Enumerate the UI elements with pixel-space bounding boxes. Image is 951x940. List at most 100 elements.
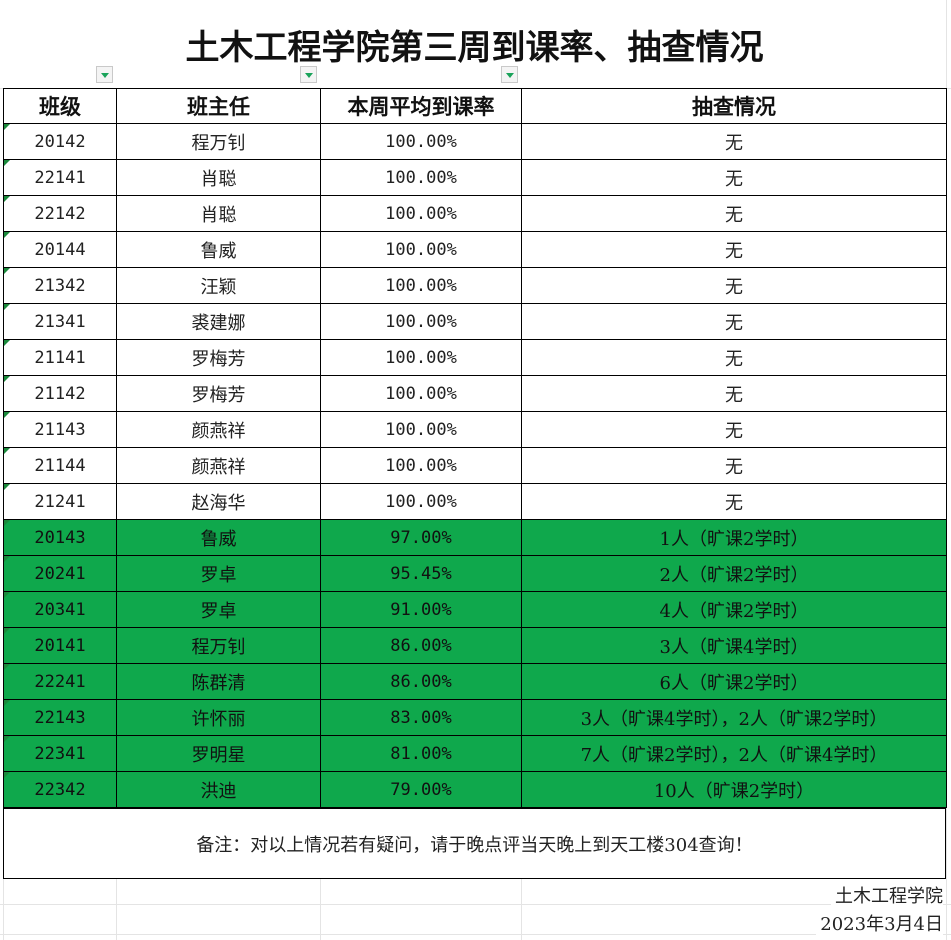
class-cell[interactable]: 21141 — [3, 339, 117, 376]
footer-date[interactable]: 2023年3月4日 — [816, 910, 943, 936]
rate-cell[interactable]: 100.00% — [320, 303, 522, 340]
class-cell[interactable]: 21342 — [3, 267, 117, 304]
check-cell[interactable]: 无 — [521, 411, 947, 448]
table-row: 20141 程万钊 86.00% 3人（旷课4学时） — [3, 627, 947, 664]
class-cell[interactable]: 20143 — [3, 519, 117, 556]
check-cell[interactable]: 1人（旷课2学时） — [521, 519, 947, 556]
rate-cell[interactable]: 100.00% — [320, 123, 522, 160]
rate-cell[interactable]: 100.00% — [320, 411, 522, 448]
teacher-cell[interactable]: 陈群清 — [116, 663, 321, 700]
check-cell[interactable]: 无 — [521, 303, 947, 340]
sheet-title: 土木工程学院第三周到课率、抽查情况 — [3, 0, 946, 88]
class-cell[interactable]: 20241 — [3, 555, 117, 592]
table-row: 21144 颜燕祥 100.00% 无 — [3, 447, 947, 484]
check-cell[interactable]: 无 — [521, 159, 947, 196]
class-cell[interactable]: 22342 — [3, 771, 117, 808]
rate-cell[interactable]: 95.45% — [320, 555, 522, 592]
footer-org[interactable]: 土木工程学院 — [831, 882, 943, 908]
class-cell[interactable]: 20141 — [3, 627, 117, 664]
rate-cell[interactable]: 97.00% — [320, 519, 522, 556]
table-row: 21143 颜燕祥 100.00% 无 — [3, 411, 947, 448]
class-cell[interactable]: 21341 — [3, 303, 117, 340]
class-cell[interactable]: 22241 — [3, 663, 117, 700]
table-row: 20241 罗卓 95.45% 2人（旷课2学时） — [3, 555, 947, 592]
rate-cell[interactable]: 100.00% — [320, 159, 522, 196]
check-cell[interactable]: 3人（旷课4学时） — [521, 627, 947, 664]
teacher-cell[interactable]: 罗卓 — [116, 555, 321, 592]
table-row: 22143 许怀丽 83.00% 3人（旷课4学时），2人（旷课2学时） — [3, 699, 947, 736]
check-cell[interactable]: 无 — [521, 195, 947, 232]
teacher-cell[interactable]: 许怀丽 — [116, 699, 321, 736]
teacher-cell[interactable]: 肖聪 — [116, 195, 321, 232]
class-cell[interactable]: 21143 — [3, 411, 117, 448]
rate-cell[interactable]: 100.00% — [320, 231, 522, 268]
teacher-cell[interactable]: 肖聪 — [116, 159, 321, 196]
teacher-cell[interactable]: 鲁威 — [116, 231, 321, 268]
teacher-cell[interactable]: 鲁威 — [116, 519, 321, 556]
teacher-cell[interactable]: 裘建娜 — [116, 303, 321, 340]
header-rate[interactable]: 本周平均到课率 — [320, 88, 522, 124]
table-row: 21341 裘建娜 100.00% 无 — [3, 303, 947, 340]
rate-cell[interactable]: 100.00% — [320, 339, 522, 376]
filter-dropdown-rate[interactable] — [501, 66, 518, 83]
table-row: 21241 赵海华 100.00% 无 — [3, 483, 947, 520]
check-cell[interactable]: 无 — [521, 339, 947, 376]
rate-cell[interactable]: 79.00% — [320, 771, 522, 808]
rate-cell[interactable]: 100.00% — [320, 195, 522, 232]
teacher-cell[interactable]: 汪颖 — [116, 267, 321, 304]
filter-dropdown-class[interactable] — [96, 66, 113, 83]
class-cell[interactable]: 21144 — [3, 447, 117, 484]
check-cell[interactable]: 6人（旷课2学时） — [521, 663, 947, 700]
check-cell[interactable]: 无 — [521, 483, 947, 520]
check-cell[interactable]: 无 — [521, 375, 947, 412]
header-check[interactable]: 抽查情况 — [521, 88, 947, 124]
class-cell[interactable]: 22143 — [3, 699, 117, 736]
header-teacher[interactable]: 班主任 — [116, 88, 321, 124]
teacher-cell[interactable]: 洪迪 — [116, 771, 321, 808]
rate-cell[interactable]: 83.00% — [320, 699, 522, 736]
table-row: 20142 程万钊 100.00% 无 — [3, 123, 947, 160]
check-cell[interactable]: 无 — [521, 267, 947, 304]
class-cell[interactable]: 20341 — [3, 591, 117, 628]
class-cell[interactable]: 21142 — [3, 375, 117, 412]
table-row: 22342 洪迪 79.00% 10人（旷课2学时） — [3, 771, 947, 808]
check-cell[interactable]: 2人（旷课2学时） — [521, 555, 947, 592]
table-row: 22142 肖聪 100.00% 无 — [3, 195, 947, 232]
class-cell[interactable]: 20142 — [3, 123, 117, 160]
rate-cell[interactable]: 100.00% — [320, 447, 522, 484]
teacher-cell[interactable]: 罗梅芳 — [116, 339, 321, 376]
remarks-cell[interactable]: 备注：对以上情况若有疑问，请于晚点评当天晚上到天工楼304查询！ — [3, 808, 946, 879]
class-cell[interactable]: 21241 — [3, 483, 117, 520]
teacher-cell[interactable]: 程万钊 — [116, 123, 321, 160]
table-row: 21142 罗梅芳 100.00% 无 — [3, 375, 947, 412]
check-cell[interactable]: 无 — [521, 123, 947, 160]
rate-cell[interactable]: 91.00% — [320, 591, 522, 628]
rate-cell[interactable]: 100.00% — [320, 483, 522, 520]
check-cell[interactable]: 7人（旷课2学时），2人（旷课4学时） — [521, 735, 947, 772]
rate-cell[interactable]: 86.00% — [320, 627, 522, 664]
rate-cell[interactable]: 81.00% — [320, 735, 522, 772]
check-cell[interactable]: 4人（旷课2学时） — [521, 591, 947, 628]
filter-dropdown-teacher[interactable] — [300, 66, 317, 83]
header-row: 班级 班主任 本周平均到课率 抽查情况 — [3, 88, 947, 124]
rate-cell[interactable]: 86.00% — [320, 663, 522, 700]
rate-cell[interactable]: 100.00% — [320, 375, 522, 412]
teacher-cell[interactable]: 罗卓 — [116, 591, 321, 628]
class-cell[interactable]: 22141 — [3, 159, 117, 196]
class-cell[interactable]: 20144 — [3, 231, 117, 268]
teacher-cell[interactable]: 程万钊 — [116, 627, 321, 664]
teacher-cell[interactable]: 罗梅芳 — [116, 375, 321, 412]
teacher-cell[interactable]: 颜燕祥 — [116, 447, 321, 484]
teacher-cell[interactable]: 赵海华 — [116, 483, 321, 520]
check-cell[interactable]: 3人（旷课4学时），2人（旷课2学时） — [521, 699, 947, 736]
teacher-cell[interactable]: 颜燕祥 — [116, 411, 321, 448]
check-cell[interactable]: 无 — [521, 447, 947, 484]
class-cell[interactable]: 22341 — [3, 735, 117, 772]
teacher-cell[interactable]: 罗明星 — [116, 735, 321, 772]
rate-cell[interactable]: 100.00% — [320, 267, 522, 304]
check-cell[interactable]: 10人（旷课2学时） — [521, 771, 947, 808]
table-row: 20144 鲁威 100.00% 无 — [3, 231, 947, 268]
class-cell[interactable]: 22142 — [3, 195, 117, 232]
header-class[interactable]: 班级 — [3, 88, 117, 124]
check-cell[interactable]: 无 — [521, 231, 947, 268]
